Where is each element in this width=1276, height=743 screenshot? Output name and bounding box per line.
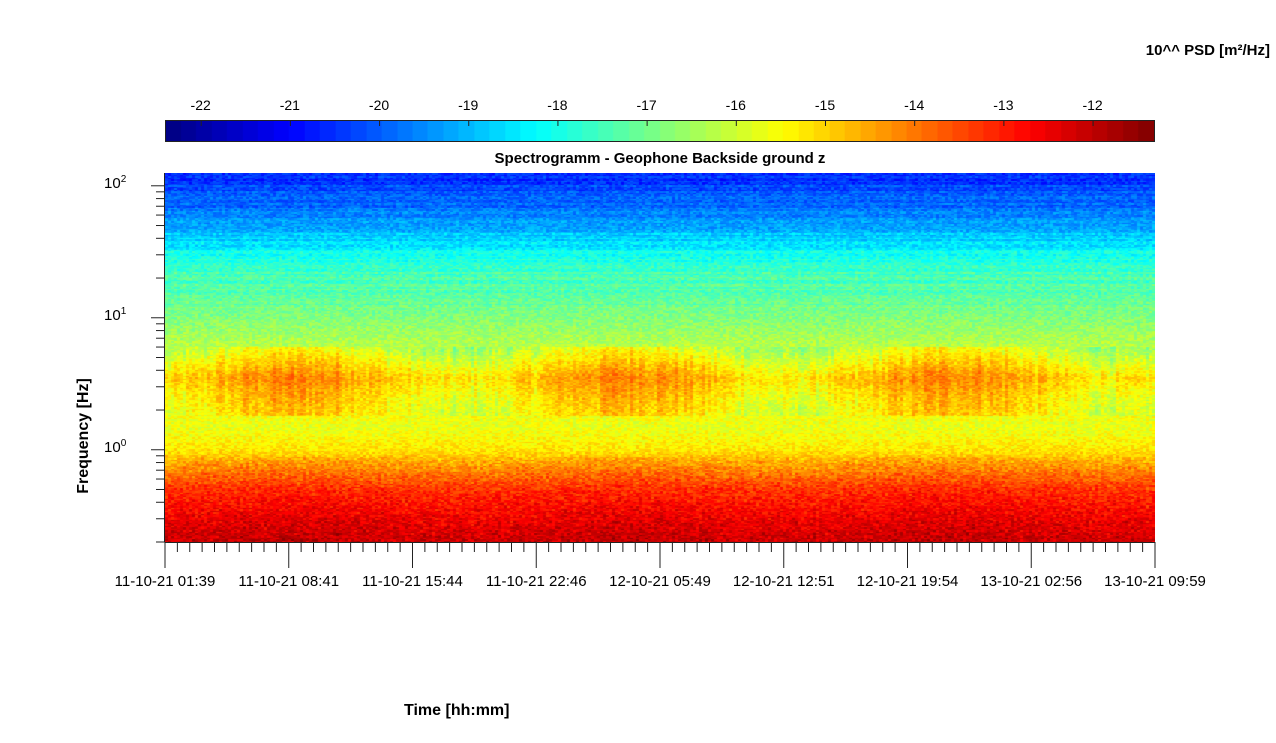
colorbar-tick-label: -12 <box>1082 97 1103 113</box>
colorbar-tick-label: -14 <box>904 97 925 113</box>
colorbar <box>165 120 1155 142</box>
x-tick-label: 13-10-21 02:56 <box>980 573 1083 590</box>
y-tick-label: 102 <box>104 173 127 192</box>
x-tick-label: 12-10-21 19:54 <box>856 573 959 590</box>
x-tick-label: 11-10-21 01:39 <box>114 573 216 590</box>
colorbar-tick-label: -13 <box>993 97 1014 113</box>
chart-title: Spectrogramm - Geophone Backside ground … <box>494 150 826 167</box>
x-tick-label: 12-10-21 05:49 <box>609 573 711 590</box>
x-tick-label: 11-10-21 08:41 <box>238 573 340 590</box>
colorbar-tick-label: -17 <box>636 97 657 113</box>
colorbar-tick-label: -22 <box>190 97 211 113</box>
x-tick-label: 12-10-21 12:51 <box>732 573 835 590</box>
y-tick-label: 101 <box>104 305 127 324</box>
y-axis-label: Frequency [Hz] <box>75 378 92 494</box>
x-tick-label: 13-10-21 09:59 <box>1104 573 1206 590</box>
x-tick-label: 11-10-21 15:44 <box>362 573 463 590</box>
colorbar-tick-label: -16 <box>725 97 746 113</box>
colorbar-tick-label: -20 <box>368 97 390 113</box>
colorbar-tick-label: -19 <box>458 97 479 113</box>
x-axis-label: Time [hh:mm] <box>404 702 510 719</box>
y-tick-label: 100 <box>104 437 127 456</box>
spectrogram-heatmap <box>165 173 1155 542</box>
colorbar-tick-label: -18 <box>547 97 568 113</box>
x-tick-label: 11-10-21 22:46 <box>485 573 587 590</box>
colorbar-label: 10^^ PSD [m²/Hz] <box>1145 42 1270 59</box>
colorbar-tick-label: -15 <box>814 97 836 113</box>
colorbar-tick-label: -21 <box>279 97 300 113</box>
